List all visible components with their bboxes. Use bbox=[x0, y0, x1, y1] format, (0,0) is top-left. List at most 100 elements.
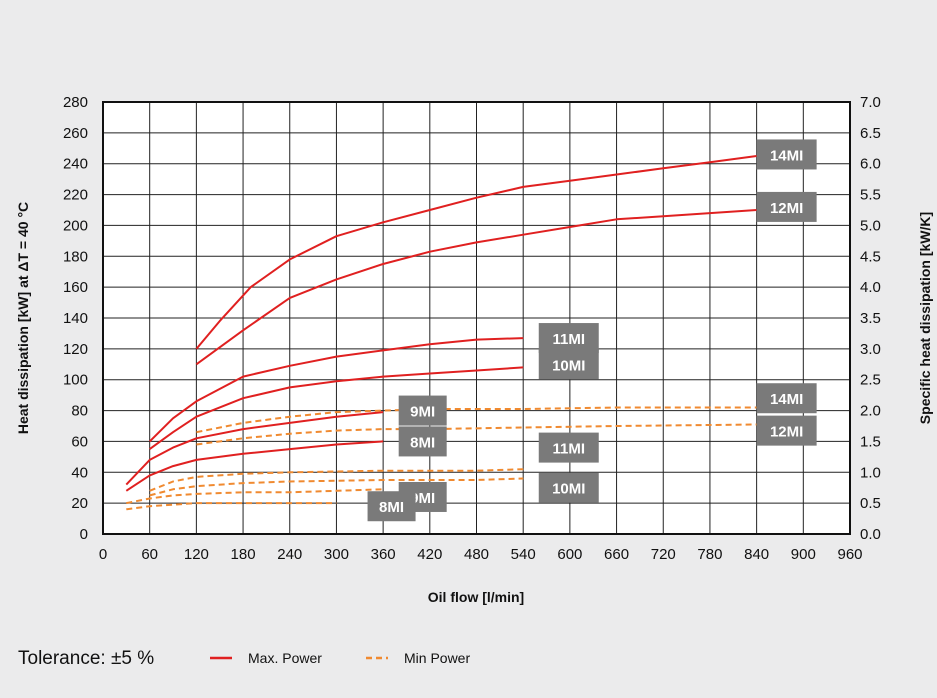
y2-tick-label: 0.5 bbox=[860, 495, 881, 512]
series-line-max-11mi bbox=[148, 337, 524, 443]
series-tag-max-11mi: 11MI bbox=[538, 323, 599, 354]
y2-tick-label: 3.5 bbox=[860, 310, 881, 327]
y2-tick-label: 6.0 bbox=[860, 156, 881, 173]
series-tag-min-10mi: 10MI bbox=[538, 472, 599, 503]
series-tag-max-14mi: 14MI bbox=[756, 139, 817, 170]
legend-max-label: Max. Power bbox=[248, 650, 322, 666]
series-tag-label: 11MI bbox=[552, 441, 585, 458]
y-tick-label: 180 bbox=[63, 248, 88, 265]
x-tick-label: 420 bbox=[417, 546, 442, 563]
y-tick-label: 60 bbox=[71, 433, 88, 450]
series-tag-box bbox=[538, 472, 599, 503]
legend-tolerance: Tolerance: ±5 % bbox=[18, 648, 154, 669]
y2-tick-label: 5.5 bbox=[860, 187, 881, 204]
series-line-min-14mi bbox=[196, 406, 757, 434]
x-tick-label: 840 bbox=[744, 546, 769, 563]
series-tag-label: 9MI bbox=[410, 404, 435, 421]
x-tick-label: 480 bbox=[464, 546, 489, 563]
series-line-max-14mi bbox=[195, 155, 757, 350]
series-tags: 14MI 12MI 11MI 10MI 9MI 8MI 14MI 12MI 11MI 10MI 9M… bbox=[367, 139, 817, 522]
y-tick-label: 100 bbox=[63, 372, 88, 389]
series-tag-box bbox=[538, 323, 599, 354]
series-tag-max-9mi: 9MI bbox=[398, 395, 447, 426]
series-line-min-8mi bbox=[126, 502, 337, 511]
series-tag-label: 10MI bbox=[552, 357, 585, 374]
tick-labels: 0 60 120 180 240 300 360 420 480 540 600 660 720 780 8… bbox=[63, 94, 881, 563]
series-line-max-10mi bbox=[149, 366, 524, 450]
y2-tick-label: 5.0 bbox=[860, 217, 881, 234]
y2-tick-label: 2.5 bbox=[860, 372, 881, 389]
legend-min-label: Min Power bbox=[404, 650, 470, 666]
x-tick-label: 960 bbox=[837, 546, 862, 563]
y-tick-label: 260 bbox=[63, 125, 88, 142]
y-tick-label: 240 bbox=[63, 156, 88, 173]
series-tag-label: 14MI bbox=[770, 391, 803, 408]
series-line-max-8mi bbox=[125, 440, 384, 492]
x-tick-label: 120 bbox=[184, 546, 209, 563]
series-tag-box bbox=[538, 432, 599, 463]
x-tick-label: 240 bbox=[277, 546, 302, 563]
series-tag-label: 14MI bbox=[770, 147, 803, 164]
x-tick-label: 300 bbox=[324, 546, 349, 563]
x-tick-label: 600 bbox=[557, 546, 582, 563]
y2-tick-label: 1.5 bbox=[860, 433, 881, 450]
series-tag-label: 8MI bbox=[379, 499, 404, 516]
series-tag-min-8mi: 8MI bbox=[367, 491, 416, 522]
y-tick-label: 20 bbox=[71, 495, 88, 512]
series-tag-label: 12MI bbox=[770, 424, 803, 441]
legend: Tolerance: ±5 % Max. Power Min Power bbox=[18, 648, 470, 669]
y-tick-label: 200 bbox=[63, 217, 88, 234]
x-tick-label: 720 bbox=[651, 546, 676, 563]
series-line-max-12mi bbox=[195, 209, 757, 366]
y-tick-label: 120 bbox=[63, 341, 88, 358]
y2-tick-label: 2.0 bbox=[860, 403, 881, 420]
series-tag-min-14mi: 14MI bbox=[756, 383, 817, 414]
series-tag-label: 10MI bbox=[552, 481, 585, 498]
series-tag-box bbox=[756, 139, 817, 170]
y2-tick-label: 4.0 bbox=[860, 279, 881, 296]
series-tag-box bbox=[756, 383, 817, 414]
series-tag-label: 8MI bbox=[410, 434, 435, 451]
series-line-max-9mi bbox=[125, 411, 384, 486]
series-tag-box bbox=[398, 426, 447, 457]
y2-tick-label: 1.0 bbox=[860, 464, 881, 481]
series-tag-max-10mi: 10MI bbox=[538, 349, 599, 380]
series-line-min-9mi bbox=[126, 488, 384, 505]
series-tag-min-12mi: 12MI bbox=[756, 415, 817, 446]
x-tick-label: 60 bbox=[141, 546, 158, 563]
x-axis-title: Oil flow [l/min] bbox=[428, 589, 524, 605]
y-tick-label: 40 bbox=[71, 464, 88, 481]
series-tag-box bbox=[756, 191, 817, 222]
x-tick-label: 660 bbox=[604, 546, 629, 563]
x-tick-label: 360 bbox=[371, 546, 396, 563]
x-tick-label: 0 bbox=[99, 546, 107, 563]
series-tag-label: 11MI bbox=[552, 331, 585, 348]
y-tick-label: 160 bbox=[63, 279, 88, 296]
y2-tick-label: 0.0 bbox=[860, 526, 881, 543]
series-tag-label: 12MI bbox=[770, 200, 803, 217]
series-tag-box bbox=[756, 415, 817, 446]
y-tick-label: 80 bbox=[71, 403, 88, 420]
x-tick-label: 780 bbox=[697, 546, 722, 563]
y-tick-label: 280 bbox=[63, 94, 88, 111]
y2-tick-label: 4.5 bbox=[860, 248, 881, 265]
series-line-min-10mi bbox=[149, 477, 524, 497]
y-tick-label: 0 bbox=[80, 526, 88, 543]
plot-frame bbox=[102, 101, 851, 535]
x-tick-label: 900 bbox=[791, 546, 816, 563]
series-tag-box bbox=[367, 491, 416, 522]
series-tag-box bbox=[398, 395, 447, 426]
y2-axis-title: Specific heat dissipation [kW/K] bbox=[917, 212, 933, 424]
series-tag-max-8mi: 8MI bbox=[398, 426, 447, 457]
y-tick-label: 220 bbox=[63, 187, 88, 204]
y-tick-label: 140 bbox=[63, 310, 88, 327]
series-layer bbox=[125, 155, 757, 511]
series-line-min-11mi bbox=[149, 468, 524, 492]
x-tick-label: 540 bbox=[511, 546, 536, 563]
series-tag-max-12mi: 12MI bbox=[756, 191, 817, 222]
y2-tick-label: 6.5 bbox=[860, 125, 881, 142]
series-line-min-12mi bbox=[196, 423, 757, 446]
series-tag-box bbox=[538, 349, 599, 380]
y2-tick-label: 3.0 bbox=[860, 341, 881, 358]
